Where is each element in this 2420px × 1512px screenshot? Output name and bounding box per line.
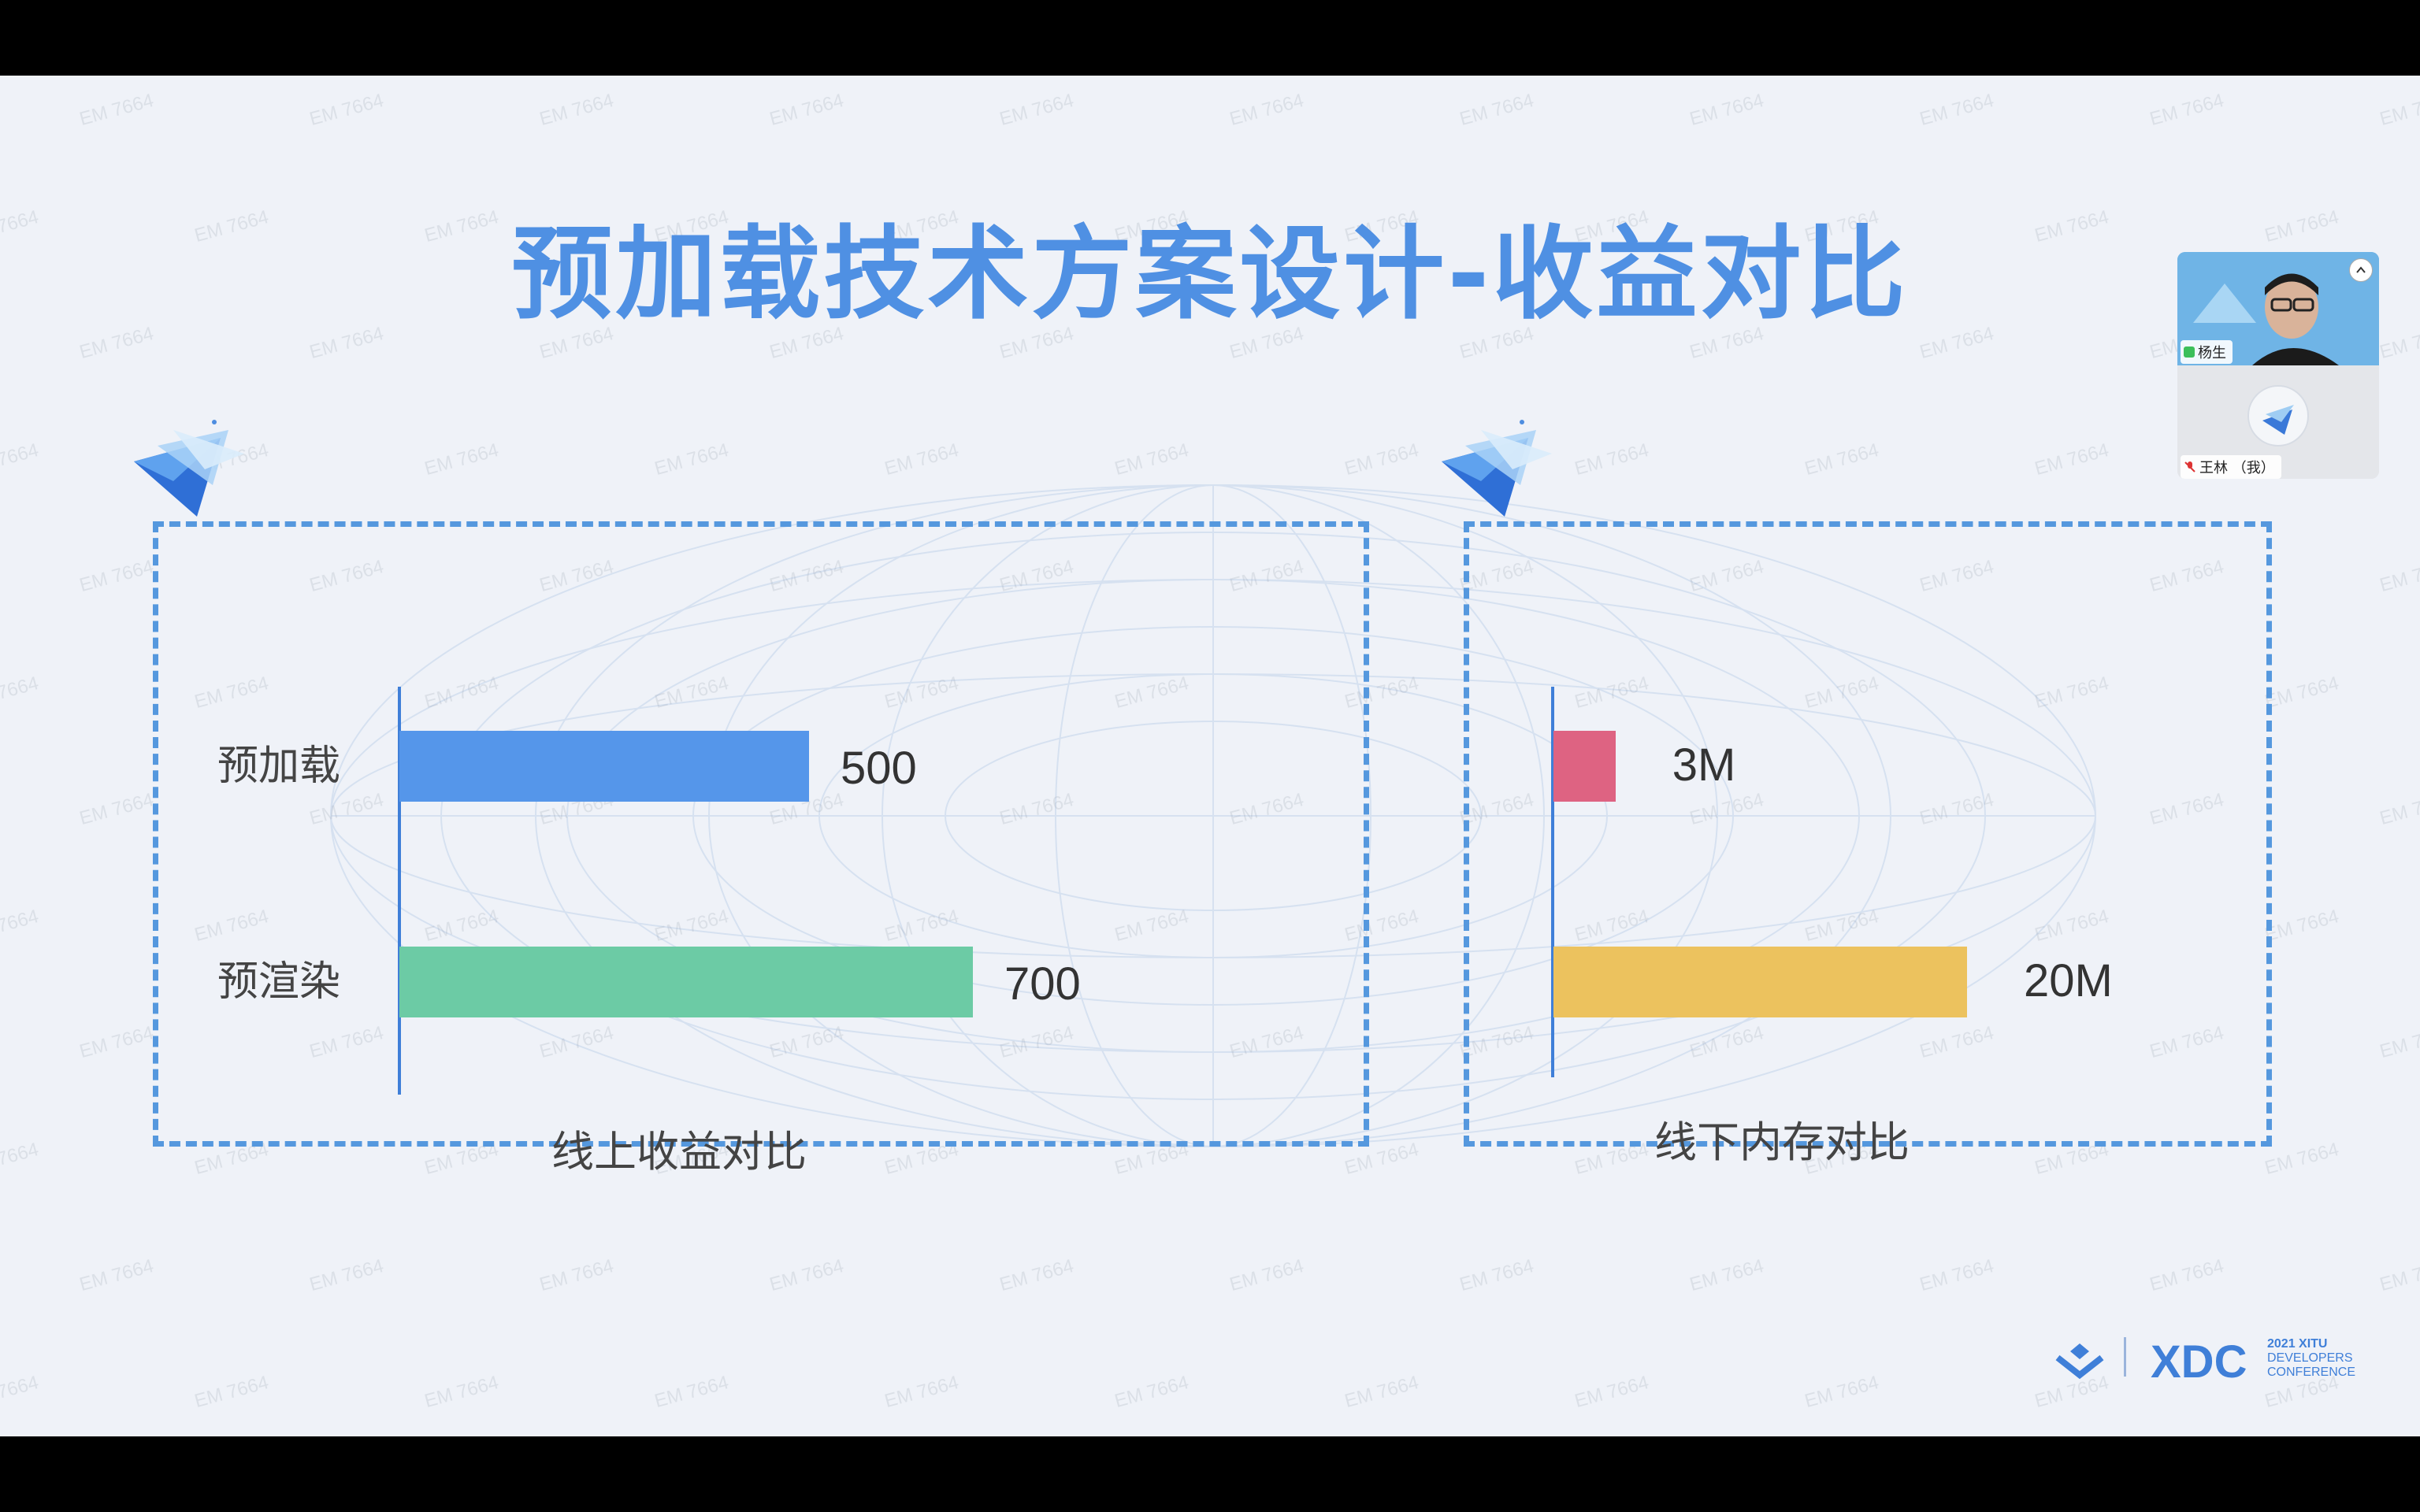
watermark-text: EM 7664	[422, 1372, 501, 1412]
watermark-text: EM 7664	[77, 556, 156, 596]
watermark-text: EM 7664	[0, 673, 41, 713]
chart-axis	[398, 687, 401, 1095]
participant-tag: 杨生	[2181, 340, 2233, 364]
watermark-text: EM 7664	[192, 1372, 271, 1412]
video-tile-self[interactable]: 王林 （我）	[2177, 365, 2379, 479]
watermark-text: EM 7664	[1342, 1372, 1421, 1412]
watermark-text: EM 7664	[0, 1372, 41, 1412]
watermark-text: EM 7664	[2262, 906, 2341, 946]
watermark-text: EM 7664	[1802, 439, 1881, 480]
chart-axis	[1551, 687, 1554, 1077]
watermark-text: EM 7664	[537, 90, 616, 130]
watermark-text: EM 7664	[2377, 1255, 2420, 1295]
value-label-1-1: 20M	[2024, 955, 2113, 1006]
watermark-text: EM 7664	[2377, 556, 2420, 596]
watermark-text: EM 7664	[1917, 90, 1996, 130]
watermark-text: EM 7664	[1917, 1255, 1996, 1295]
watermark-text: EM 7664	[2032, 439, 2111, 480]
participant-tag: 王林 （我）	[2181, 455, 2281, 479]
watermark-text: EM 7664	[77, 1022, 156, 1062]
watermark-text: EM 7664	[307, 90, 386, 130]
watermark-text: EM 7664	[1342, 439, 1421, 480]
paper-plane-icon	[134, 420, 244, 517]
collapse-video-button[interactable]	[2349, 258, 2373, 282]
video-tile-speaker[interactable]: 杨生	[2177, 252, 2379, 365]
category-label: 预渲染	[217, 958, 341, 1006]
chart-caption: 线上收益对比	[551, 1127, 807, 1177]
chart-caption: 线下内存对比	[1654, 1117, 1910, 1167]
watermark-text: EM 7664	[997, 1255, 1076, 1295]
watermark-text: EM 7664	[767, 90, 846, 130]
watermark-text: EM 7664	[1227, 90, 1306, 130]
watermark-text: EM 7664	[77, 789, 156, 829]
watermark-text: EM 7664	[422, 439, 501, 480]
watermark-text: EM 7664	[1572, 1372, 1651, 1412]
watermark-text: EM 7664	[652, 1372, 731, 1412]
watermark-text: EM 7664	[652, 439, 731, 480]
watermark-text: EM 7664	[1227, 1255, 1306, 1295]
watermark-text: EM 7664	[1802, 1372, 1881, 1412]
mic-on-icon	[2184, 346, 2195, 358]
logo-line3: CONFERENCE	[2267, 1366, 2356, 1379]
value-label-0-0: 500	[841, 743, 917, 794]
logo-brand: XDC	[2151, 1336, 2247, 1388]
watermark-text: EM 7664	[0, 906, 41, 946]
bar-0-0	[399, 731, 809, 802]
participant-name: 杨生	[2198, 345, 2226, 361]
category-label: 预加载	[217, 743, 341, 790]
video-panel[interactable]: 杨生 王林 （我）	[2177, 252, 2379, 479]
watermark-text: EM 7664	[2377, 789, 2420, 829]
watermark-text: EM 7664	[882, 1372, 961, 1412]
watermark-text: EM 7664	[0, 439, 41, 480]
watermark-text: EM 7664	[2377, 90, 2420, 130]
paper-plane-icon	[1442, 420, 1552, 517]
chart-panel-memory	[1464, 521, 2272, 1147]
mic-muted-icon	[2184, 461, 2195, 472]
xdc-logo: XDC 2021 XITU DEVELOPERS CONFERENCE	[2048, 1328, 2355, 1391]
logo-line1: 2021 XITU	[2267, 1337, 2328, 1351]
watermark-text: EM 7664	[2262, 673, 2341, 713]
watermark-text: EM 7664	[1687, 1255, 1766, 1295]
watermark-text: EM 7664	[1687, 90, 1766, 130]
globe-background	[330, 484, 2096, 1147]
watermark-text: EM 7664	[2262, 1139, 2341, 1179]
watermark-text: EM 7664	[537, 1255, 616, 1295]
watermark-text: EM 7664	[0, 1139, 41, 1179]
watermark-text: EM 7664	[1457, 90, 1536, 130]
watermark-text: EM 7664	[77, 1255, 156, 1295]
xitu-logo-icon	[2055, 1343, 2104, 1380]
watermark-text: EM 7664	[1457, 1255, 1536, 1295]
slide-title: 预加载技术方案设计-收益对比	[511, 216, 1909, 333]
watermark-text: EM 7664	[1112, 439, 1191, 480]
chevron-up-icon	[2356, 266, 2366, 273]
value-label-0-1: 700	[1004, 958, 1081, 1010]
bar-0-1	[399, 947, 973, 1017]
slide: EM 7664 EM 7664 EM 7664 EM 7664 EM 7664 EM 76…	[0, 76, 2420, 1436]
participant-name: 王林 （我）	[2199, 460, 2275, 476]
watermark-text: EM 7664	[1112, 1372, 1191, 1412]
bar-1-1	[1553, 947, 1967, 1017]
chart-panel-online	[153, 521, 1369, 1147]
self-avatar-icon	[2247, 385, 2309, 447]
logo-divider	[2124, 1337, 2126, 1377]
watermark-text: EM 7664	[882, 439, 961, 480]
watermark-text: EM 7664	[767, 1255, 846, 1295]
watermark-text: EM 7664	[2147, 1255, 2226, 1295]
watermark-text: EM 7664	[77, 90, 156, 130]
logo-line2: DEVELOPERS	[2267, 1351, 2353, 1365]
watermark-text: EM 7664	[307, 1255, 386, 1295]
bar-1-0	[1553, 731, 1616, 802]
watermark-text: EM 7664	[2377, 1022, 2420, 1062]
watermark-text: EM 7664	[997, 90, 1076, 130]
watermark-text: EM 7664	[2147, 90, 2226, 130]
watermark-text: EM 7664	[1572, 439, 1651, 480]
value-label-1-0: 3M	[1672, 739, 1736, 791]
